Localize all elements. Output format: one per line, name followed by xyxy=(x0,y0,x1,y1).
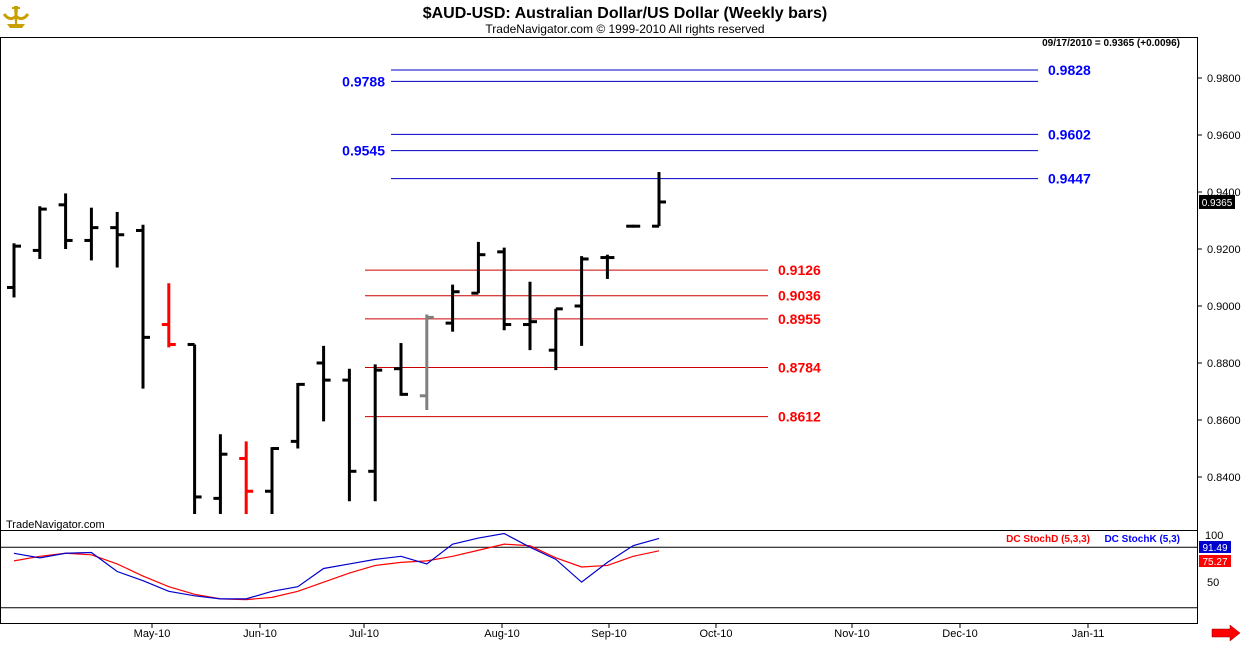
ohlc-bar xyxy=(445,284,460,332)
ohlc-bar xyxy=(394,343,408,396)
x-tick-label: May-10 xyxy=(134,628,171,640)
resistance-label: 0.9447 xyxy=(1048,171,1091,187)
x-tick-label: Jan-11 xyxy=(1072,628,1105,640)
stoch-tick-100: 100 xyxy=(1205,530,1223,542)
stoch-k-legend: DC StochK (5,3) xyxy=(1104,534,1180,545)
y-tick-label: 0.9200 xyxy=(1207,244,1241,256)
x-tick-label: Sep-10 xyxy=(591,628,626,640)
stoch-d-legend: DC StochD (5,3,3) xyxy=(1006,534,1090,545)
stochastic-pane xyxy=(1,532,1197,609)
support-label: 0.8784 xyxy=(778,360,821,376)
ohlc-bar xyxy=(84,207,99,261)
stoch-k-value-tag xyxy=(1199,541,1231,553)
y-tick-label: 0.9600 xyxy=(1207,130,1241,142)
scroll-right-arrow-icon[interactable] xyxy=(1211,624,1241,642)
fibonacci-levels: 0.9828 0.9788 0.9602 0.9545 0.9447 0.9126 0.90… xyxy=(342,62,1091,425)
ohlc-bar xyxy=(265,447,279,515)
support-label: 0.9126 xyxy=(778,262,821,278)
resistance-label: 0.9788 xyxy=(342,73,385,89)
stoch-k-line xyxy=(13,532,660,600)
y-tick-label: 0.8600 xyxy=(1207,415,1241,427)
y-tick-label: 0.8400 xyxy=(1207,472,1241,484)
ohlc-bar xyxy=(7,243,21,298)
ohlc-bar xyxy=(161,283,176,348)
copyright-subtitle: TradeNavigator.com © 1999-2010 All right… xyxy=(485,22,764,36)
resistance-label: 0.9545 xyxy=(342,143,385,159)
x-tick-label: Dec-10 xyxy=(942,628,977,640)
resistance-label: 0.9602 xyxy=(1048,126,1091,142)
ohlc-bar xyxy=(290,382,305,449)
last-price-label: 0.9365 xyxy=(1202,198,1233,209)
ohlc-bar xyxy=(548,307,563,371)
ohlc-bar xyxy=(574,256,589,346)
x-tick-label: Aug-10 xyxy=(484,628,519,640)
support-label: 0.8612 xyxy=(778,409,821,425)
x-tick-label: Jul-10 xyxy=(349,628,379,640)
ohlc-bar xyxy=(600,254,615,279)
y-tick-label: 0.9800 xyxy=(1207,73,1241,85)
y-tick-label: 0.8800 xyxy=(1207,358,1241,370)
ohlc-bar xyxy=(32,206,47,259)
x-tick-label: Jun-10 xyxy=(243,628,277,640)
ohlc-bar xyxy=(471,241,486,295)
watermark: TradeNavigator.com xyxy=(6,519,105,531)
ohlc-bars xyxy=(7,172,666,515)
stoch-tick-50: 50 xyxy=(1207,577,1219,589)
support-label: 0.8955 xyxy=(778,311,821,327)
ohlc-bar xyxy=(316,345,331,422)
ohlc-bar xyxy=(239,441,254,515)
x-tick-label: Oct-10 xyxy=(699,628,732,640)
last-price-datestamp: 09/17/2010 = 0.9365 (+0.0096) xyxy=(1042,38,1180,49)
last-price-tag: 0.9365 xyxy=(1199,194,1235,209)
ohlc-bar xyxy=(187,342,202,515)
y-tick-label: 0.9000 xyxy=(1207,301,1241,313)
stoch-k-value: 91.49 xyxy=(1202,543,1227,554)
ohlc-bar xyxy=(342,368,357,502)
ohlc-bar xyxy=(652,172,666,228)
ohlc-bar xyxy=(419,314,434,411)
resistance-label: 0.9828 xyxy=(1048,62,1091,78)
stoch-d-line xyxy=(13,543,660,601)
ohlc-bar xyxy=(213,434,228,515)
x-tick-label: Nov-10 xyxy=(834,628,869,640)
ohlc-bar xyxy=(136,224,150,389)
ohlc-bar xyxy=(497,247,512,331)
tradenavigator-logo xyxy=(2,6,30,28)
support-label: 0.9036 xyxy=(778,288,821,304)
ohlc-bar xyxy=(58,193,73,249)
ohlc-bar xyxy=(368,364,383,502)
ohlc-bar xyxy=(626,224,641,228)
x-axis-ticks: May-10 Jun-10 Jul-10 Aug-10 Sep-10 Oct-10 Nov-… xyxy=(134,624,1105,640)
ohlc-bar xyxy=(523,281,537,351)
stoch-d-value-tag xyxy=(1199,555,1231,567)
stoch-d-value: 75.27 xyxy=(1202,557,1227,568)
chart-title: $AUD-USD: Australian Dollar/US Dollar (W… xyxy=(423,5,828,22)
ohlc-bar xyxy=(110,211,125,268)
